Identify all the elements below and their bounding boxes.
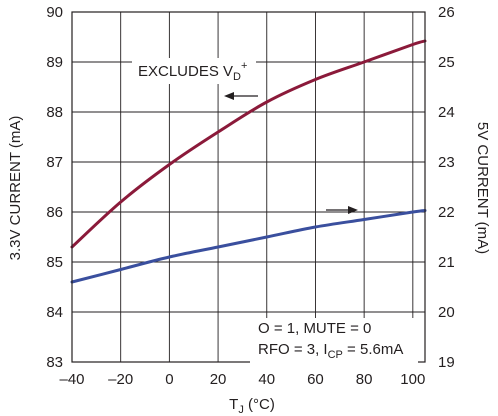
x-tick-label: 60 — [307, 371, 324, 388]
y-left-tick-label: 87 — [46, 154, 63, 171]
y-right-tick-label: 19 — [438, 354, 455, 371]
x-tick-label: 100 — [400, 371, 425, 388]
x-axis-title: TJ (°C) — [229, 396, 275, 416]
conditions-line-1: O = 1, MUTE = 0 — [258, 320, 371, 337]
y-axis-right-title: 5V CURRENT (mA) — [474, 122, 491, 254]
left-arrow-3v3 — [224, 92, 258, 100]
conditions-bg — [250, 318, 418, 363]
x-tick-label: –20 — [108, 371, 133, 388]
plot-frame — [71, 11, 426, 363]
y-right-tick-label: 25 — [438, 54, 455, 71]
y-right-tick-label: 24 — [438, 104, 455, 121]
y-left-tick-label: 88 — [46, 104, 63, 121]
tick-labels: –40 –20 0 20 40 60 80 100 83 19 84 20 85 21 86 22 87 23 88… — [46, 4, 454, 388]
excludes-label-bg — [132, 58, 256, 84]
y-axis-left-title: 3.3V CURRENT (mA) — [7, 116, 24, 261]
y-right-tick-label: 20 — [438, 304, 455, 321]
x-tick-label: –40 — [59, 371, 84, 388]
y-left-tick-label: 89 — [46, 54, 63, 71]
y-right-tick-label: 23 — [438, 154, 455, 171]
y-right-tick-label: 22 — [438, 204, 455, 221]
y-left-tick-label: 85 — [46, 254, 63, 271]
x-tick-label: 40 — [258, 371, 275, 388]
series-3v3-line — [70, 39, 427, 249]
x-tick-label: 0 — [165, 371, 173, 388]
y-left-tick-label: 84 — [46, 304, 63, 321]
y-left-tick-label: 83 — [46, 354, 63, 371]
series-5v-line — [70, 209, 427, 284]
y-right-tick-label: 21 — [438, 254, 455, 271]
x-tick-label: 80 — [356, 371, 373, 388]
x-tick-label: 20 — [210, 371, 227, 388]
right-arrow-5v — [326, 206, 358, 214]
y-left-tick-label: 86 — [46, 204, 63, 221]
y-left-tick-label: 90 — [46, 4, 63, 21]
excludes-label: EXCLUDES VD+ — [138, 60, 247, 83]
conditions-line-2: RFO = 3, ICP = 5.6mA — [258, 341, 403, 361]
series-lines — [70, 39, 427, 284]
y-right-tick-label: 26 — [438, 4, 455, 21]
